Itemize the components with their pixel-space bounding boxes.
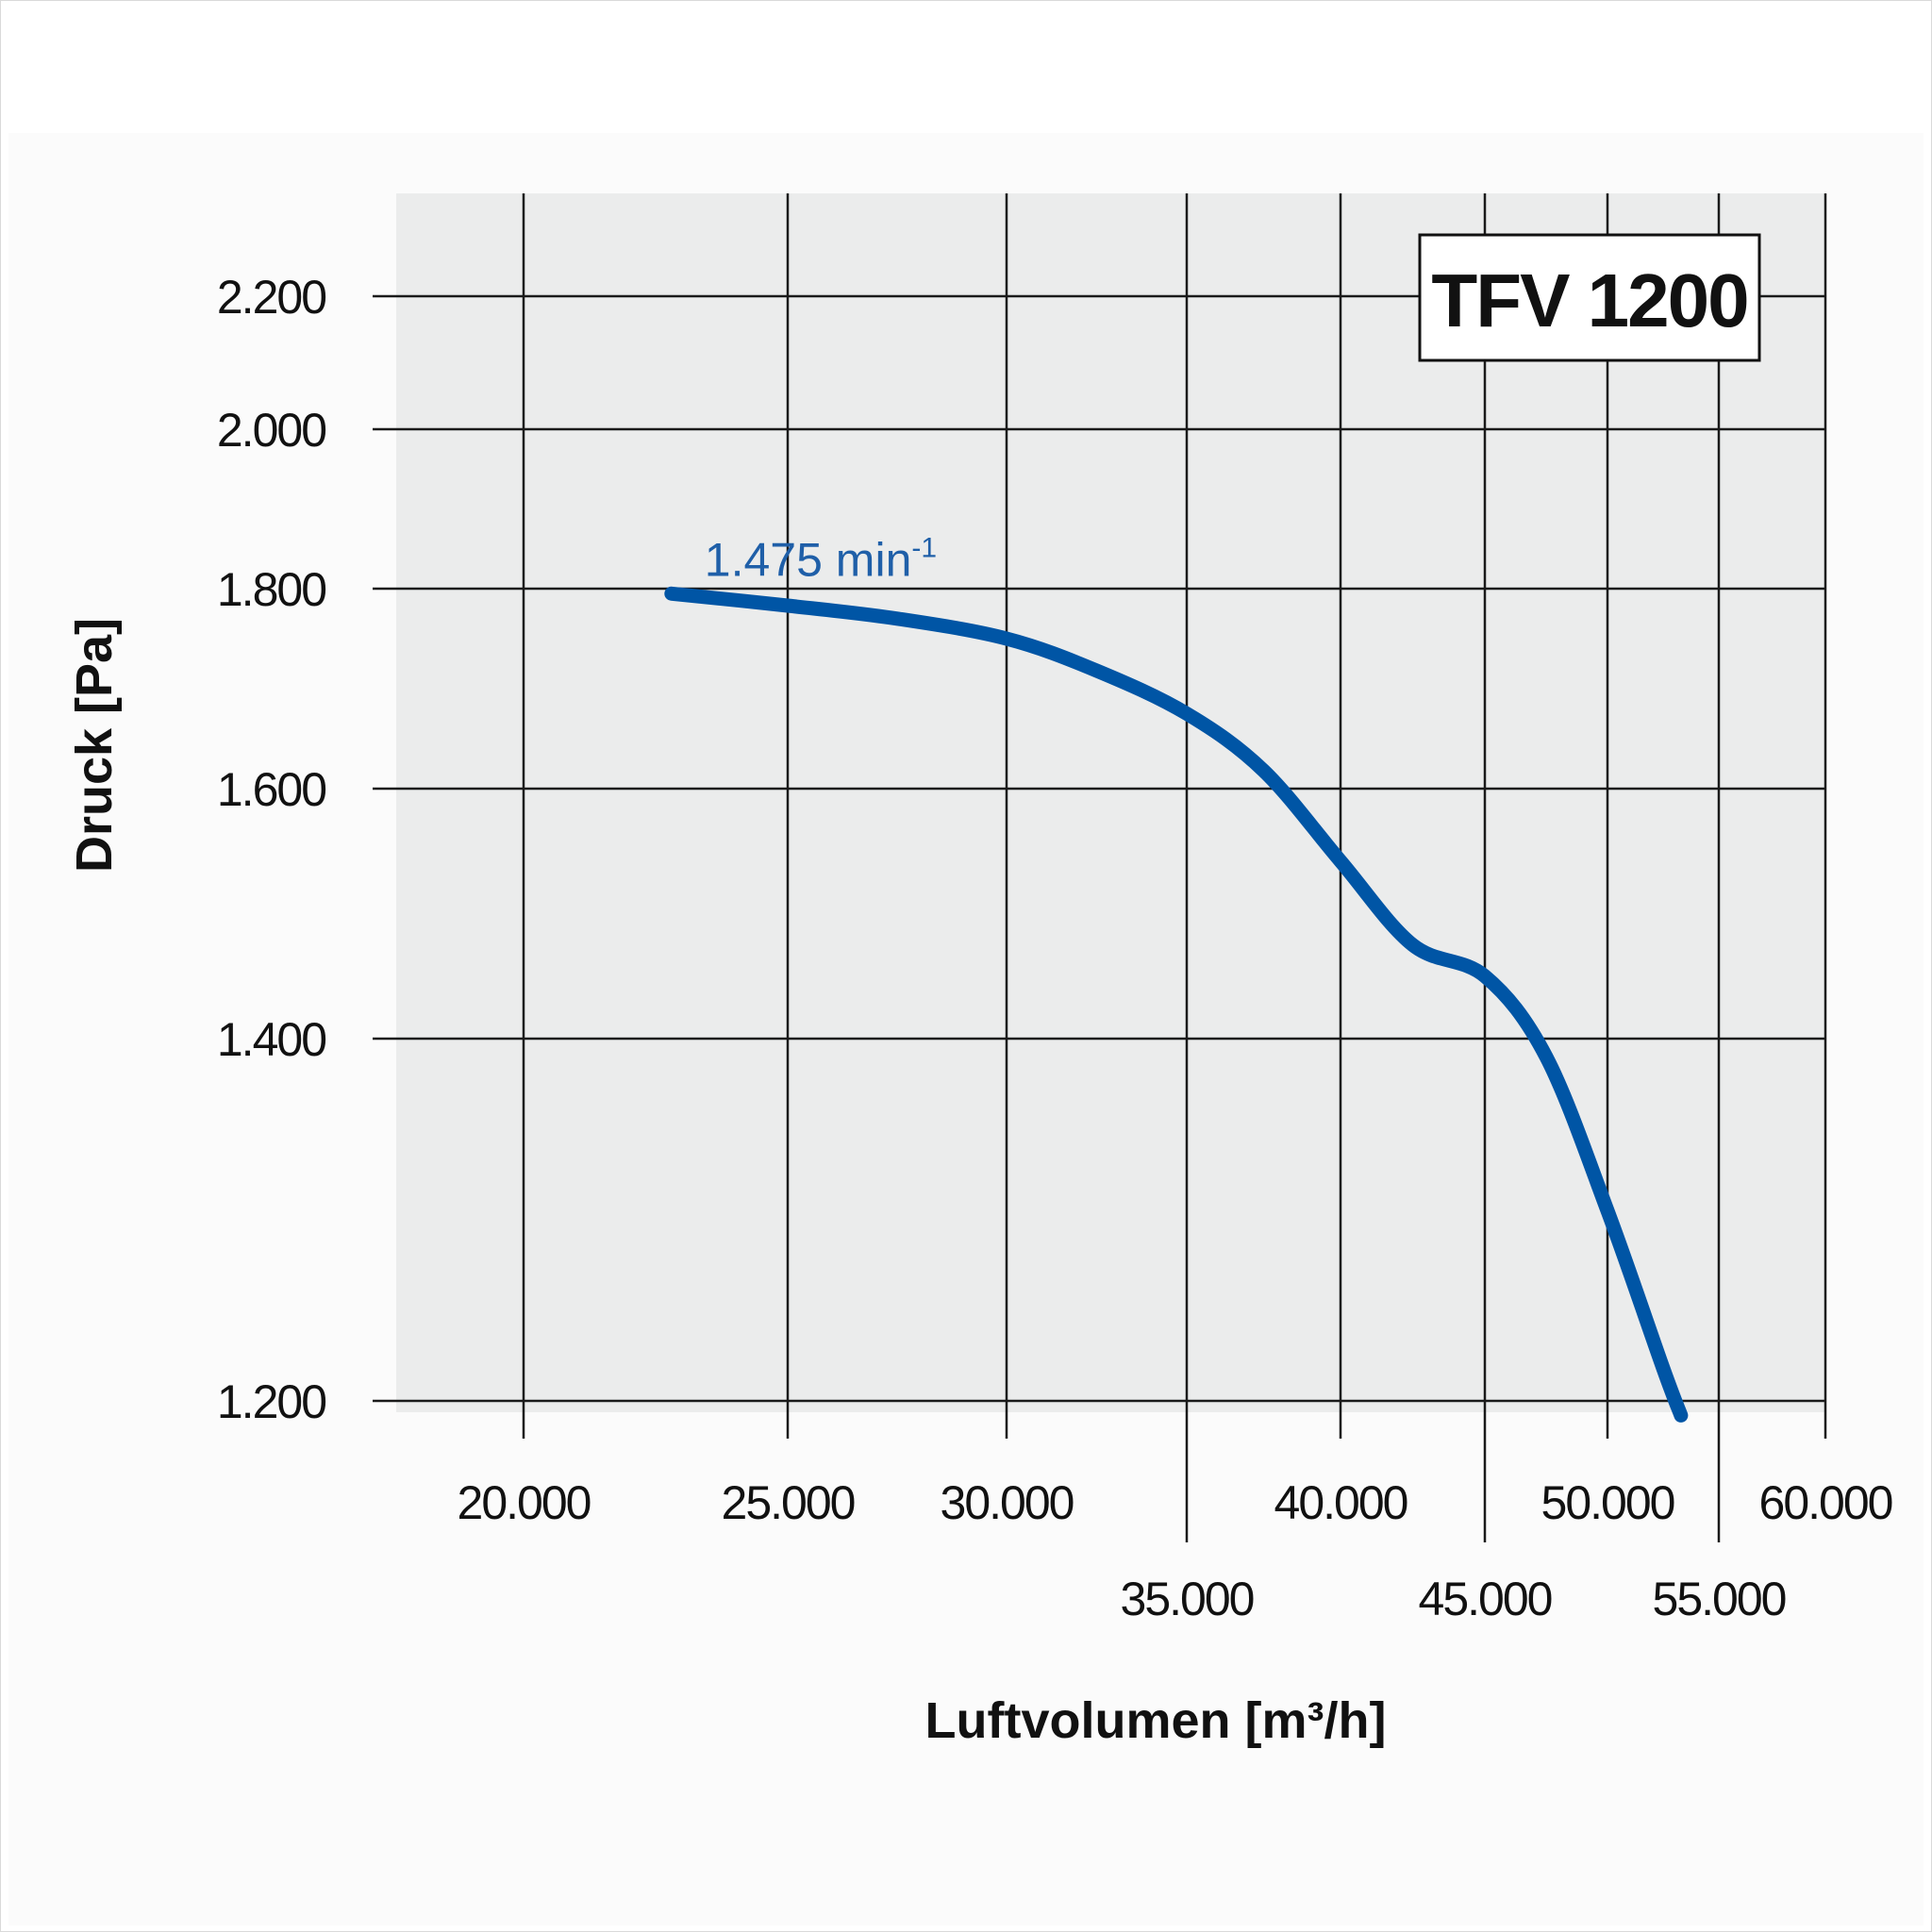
y-tick-label: 1.400 [217, 1013, 325, 1066]
y-tick-label: 1.600 [217, 763, 325, 816]
legend-box: TFV 1200 [1418, 233, 1761, 362]
x-tick-label: 20.000 [458, 1476, 591, 1529]
horizontal-gridlines [373, 294, 1825, 1403]
series-line-1475 [664, 586, 1689, 1423]
y-tick-label: 2.000 [217, 404, 325, 457]
y-tick-labels: 1.200 1.400 1.600 1.800 2.000 2.200 [217, 271, 327, 1428]
x-tick-label: 50.000 [1541, 1476, 1674, 1529]
x-axis-label: Luftvolumen [m³/h] [925, 1692, 1387, 1749]
plot-background [396, 193, 1825, 1412]
x-tick-label: 30.000 [941, 1476, 1074, 1529]
x-tick-label: 60.000 [1759, 1476, 1892, 1529]
x-tick-label: 55.000 [1653, 1573, 1786, 1625]
legend-box-border [1418, 233, 1761, 362]
y-tick-label: 2.200 [217, 271, 325, 324]
series-group [664, 586, 1689, 1423]
vertical-gridlines [522, 193, 1827, 1542]
y-axis-label: Druck [Pa] [66, 618, 123, 873]
x-tick-label: 25.000 [722, 1476, 855, 1529]
curve-annotation: 1.475 min-1 [705, 533, 937, 587]
x-tick-label: 45.000 [1419, 1573, 1552, 1625]
x-tick-label: 35.000 [1121, 1573, 1254, 1625]
chart-title: TFV 1200 [1431, 258, 1747, 342]
y-tick-label: 1.800 [217, 563, 325, 616]
curve-annotation-superscript: -1 [911, 533, 937, 564]
curve-annotation-text: 1.475 min [705, 534, 912, 587]
y-tick-label: 1.200 [217, 1375, 325, 1428]
x-tick-label: 40.000 [1274, 1476, 1407, 1529]
